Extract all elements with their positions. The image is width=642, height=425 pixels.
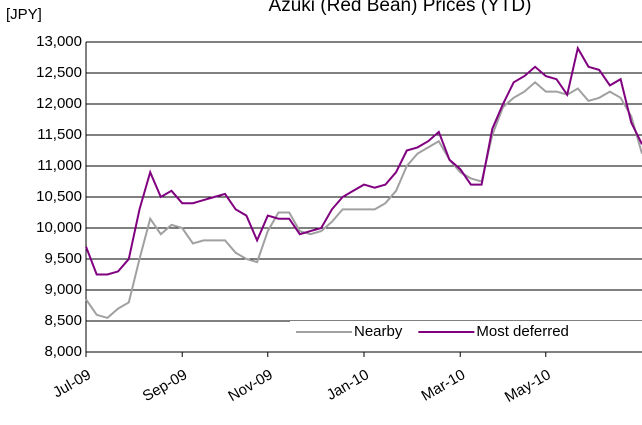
legend-label: Nearby [354,323,403,340]
y-tick-label: 9,500 [44,250,82,267]
y-tick-label: 10,000 [36,219,82,236]
legend-label: Most deferred [476,323,569,340]
y-tick-label: 9,000 [44,281,82,298]
y-axis-label: [JPY] [6,6,42,23]
y-tick-label: 8,500 [44,312,82,329]
x-tick-label: Sep-09 [140,366,190,405]
series-line [85,80,642,320]
chart-title: Azuki (Red Bean) Prices (YTD) [269,0,532,16]
y-tick-label: 8,000 [44,343,82,360]
x-tick-label: Jan-10 [324,366,372,404]
y-tick-label: 12,500 [36,64,82,81]
x-tick-label: Jul-09 [50,366,94,401]
y-tick-label: 12,000 [36,95,82,112]
y-tick-label: 13,000 [36,33,82,50]
x-tick-label: Mar-10 [419,366,469,404]
x-tick-label: Nov-09 [225,366,275,405]
y-tick-label: 11,500 [37,126,82,143]
series-line [85,45,642,276]
y-tick-label: 11,000 [37,157,82,174]
y-tick-label: 10,500 [36,188,82,205]
x-tick-label: May-10 [502,366,554,406]
